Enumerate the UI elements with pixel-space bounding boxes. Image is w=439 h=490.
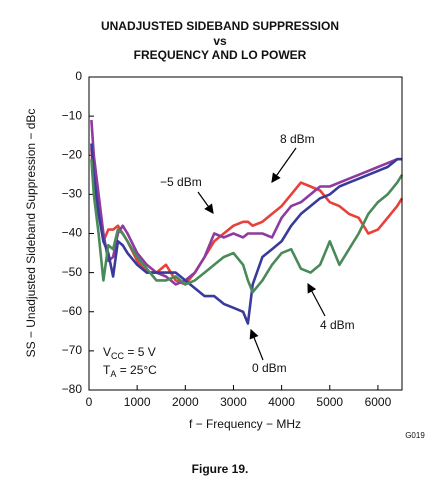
y-tick-label: −60 [62,304,83,318]
series-label: 8 dBm [280,132,315,146]
x-tick-label: 1000 [124,395,151,409]
series-line [90,159,404,294]
y-tick-label: −80 [62,382,83,396]
annotation-arrow [307,282,326,317]
x-tick-label: 0 [86,395,93,409]
y-tick-label: −50 [62,265,83,279]
x-tick-label: 5000 [316,395,343,409]
series-line [90,147,404,286]
y-tick-label: −10 [62,108,83,122]
annotation-text: T [103,363,111,377]
series-label: 4 dBm [320,318,355,332]
annotation-text: = 5 V [124,345,156,359]
annotation-subscript: A [110,369,116,379]
y-axis-label: SS − Unadjusted Sideband Suppression − d… [24,109,38,358]
annotation: VCC = 5 V [103,345,156,361]
x-tick-label: 2000 [172,395,199,409]
y-tick-label: −20 [62,147,83,161]
y-tick-label: −70 [62,343,83,357]
figure-code: G019 [405,431,425,440]
x-axis-label: f − Frequency − MHz [189,417,301,431]
chart-title: UNADJUSTED SIDEBAND SUPPRESSION [101,19,339,33]
x-tick-label: 4000 [268,395,295,409]
annotation: TA = 25°C [103,363,157,379]
y-tick-label: −30 [62,187,83,201]
annotation-subscript: CC [111,351,124,361]
annotation-arrow [271,147,297,183]
annotation-text: V [103,345,111,359]
chart-title: FREQUENCY AND LO POWER [134,48,307,62]
series-label: −5 dBm [160,175,202,189]
y-tick-label: −40 [62,226,83,240]
series-label: 0 dBm [252,361,287,375]
figure-caption: Figure 19. [192,462,249,476]
annotation-arrow [197,191,214,214]
x-tick-label: 6000 [365,395,392,409]
x-tick-label: 3000 [220,395,247,409]
annotation-text: = 25°C [116,363,157,377]
plot-frame [88,76,403,391]
chart-title: vs [213,34,227,48]
annotation-arrow [249,328,264,361]
y-tick-label: 0 [75,69,82,83]
series-line [90,143,402,325]
